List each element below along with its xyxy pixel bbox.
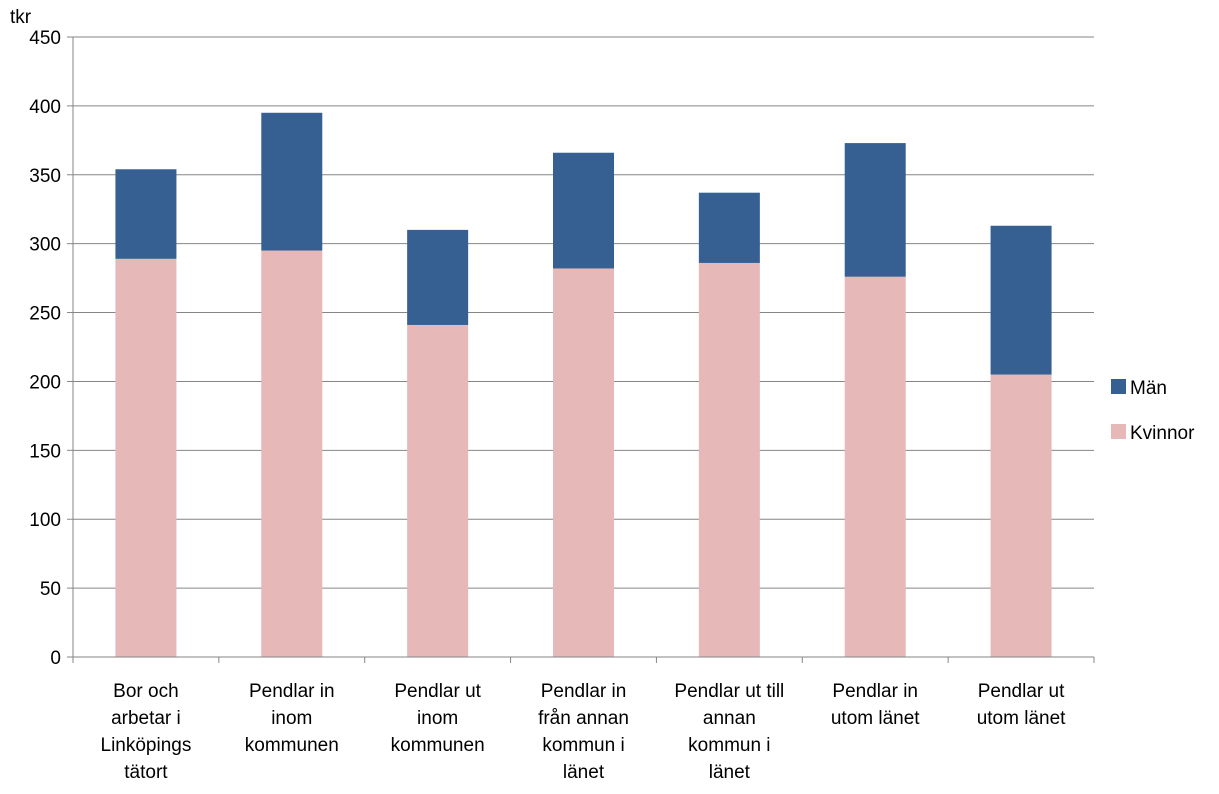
legend-swatch-män <box>1111 379 1126 394</box>
x-category-label: Pendlar in inom kommunen <box>245 681 339 756</box>
x-category-label: Pendlar in från annan kommun i länet <box>538 681 629 783</box>
y-tick-label: 50 <box>40 579 61 600</box>
bar-män <box>990 225 1052 375</box>
bar-män <box>553 152 614 269</box>
x-category-label: Pendlar ut till annan kommun i länet <box>674 681 784 783</box>
bar-män <box>407 229 469 325</box>
y-tick-label: 400 <box>29 97 61 118</box>
legend: Män Kvinnor <box>1111 378 1195 444</box>
y-tick-label: 100 <box>29 510 61 531</box>
x-category-labels: Bor och arbetar i Linköpings tätort Pendlar … <box>101 681 1067 783</box>
bar-kvinnor <box>990 374 1052 657</box>
x-category-label: Pendlar in utom länet <box>831 681 920 729</box>
bar-män <box>261 112 323 251</box>
x-category-label: Pendlar ut utom länet <box>977 681 1066 729</box>
axes <box>67 36 1095 663</box>
y-tick-label: 150 <box>29 441 61 462</box>
y-tick-label: 350 <box>29 166 61 187</box>
x-category-label: Bor och arbetar i Linköpings tätort <box>101 681 192 783</box>
y-tick-label: 250 <box>29 304 61 325</box>
bar-män <box>115 169 177 259</box>
y-tick-label: 0 <box>50 648 61 669</box>
bars <box>115 112 1052 658</box>
legend-label: Män <box>1130 378 1167 399</box>
bar-kvinnor <box>553 268 614 657</box>
bar-kvinnor <box>261 250 323 658</box>
bar-män <box>698 192 760 263</box>
bar-kvinnor <box>407 324 469 657</box>
bar-män <box>844 143 906 277</box>
bar-kvinnor <box>115 258 177 657</box>
y-axis-unit-label: tkr <box>10 7 32 28</box>
bar-kvinnor <box>698 262 760 657</box>
x-category-label: Pendlar ut inom kommunen <box>391 681 485 756</box>
y-tick-labels: 0 50 100 150 200 250 300 350 400 450 <box>29 28 61 669</box>
bar-kvinnor <box>844 276 906 657</box>
y-tick-label: 300 <box>29 235 61 256</box>
legend-label: Kvinnor <box>1130 423 1195 444</box>
y-tick-label: 450 <box>29 28 61 49</box>
y-tick-label: 200 <box>29 372 61 393</box>
legend-swatch-kvinnor <box>1111 424 1126 439</box>
